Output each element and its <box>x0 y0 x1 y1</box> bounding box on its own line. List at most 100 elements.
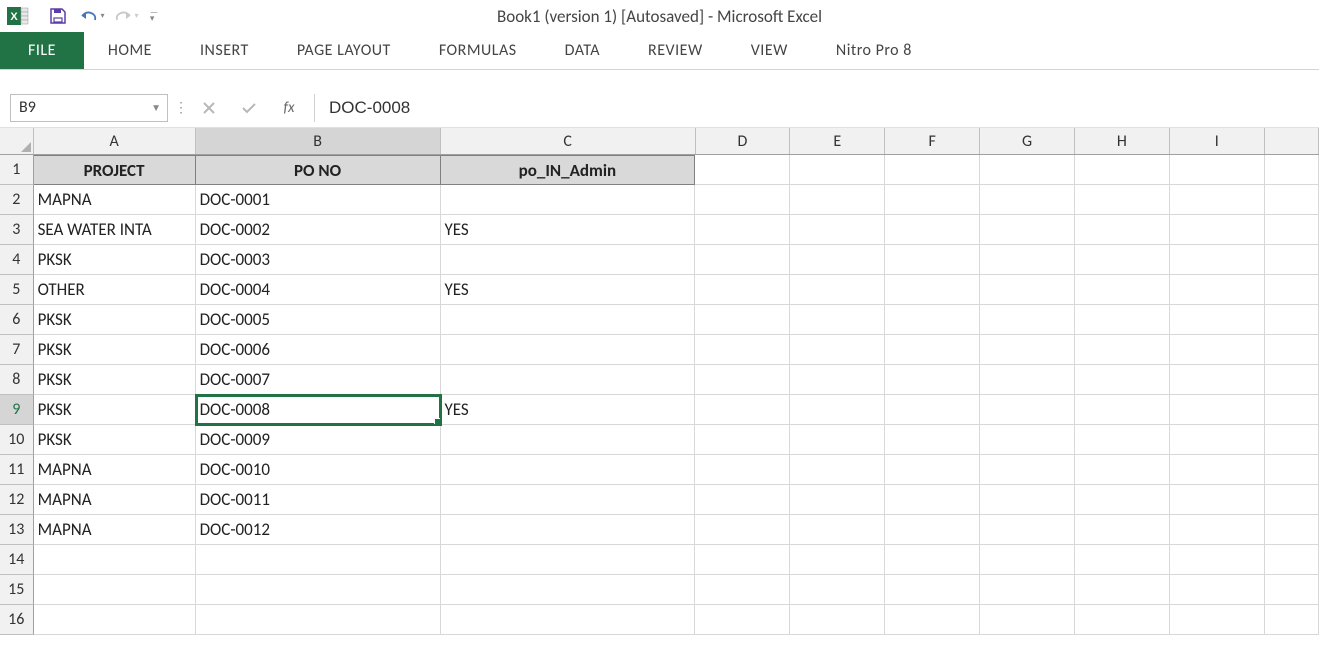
cell-F16[interactable] <box>885 605 980 635</box>
row-header[interactable]: 13 <box>0 515 34 545</box>
cell-E1[interactable] <box>790 155 885 185</box>
cell-C13[interactable] <box>441 515 696 545</box>
cell-G11[interactable] <box>980 455 1075 485</box>
cell-B10[interactable]: DOC-0009 <box>196 425 441 455</box>
cell-E2[interactable] <box>790 185 885 215</box>
cell-D6[interactable] <box>695 305 790 335</box>
tab-nitro-pro[interactable]: Nitro Pro 8 <box>812 32 936 69</box>
cell-A3[interactable]: SEA WATER INTA <box>34 215 196 245</box>
row-header[interactable]: 1 <box>0 155 34 185</box>
cell-H12[interactable] <box>1075 485 1170 515</box>
cell-C5[interactable]: YES <box>441 275 696 305</box>
cell-H4[interactable] <box>1075 245 1170 275</box>
cell-G5[interactable] <box>980 275 1075 305</box>
cell-B9[interactable]: DOC-0008 <box>196 395 441 425</box>
cell-B14[interactable] <box>196 545 441 575</box>
cell-A9[interactable]: PKSK <box>34 395 196 425</box>
cell-A12[interactable]: MAPNA <box>34 485 196 515</box>
cell-D2[interactable] <box>695 185 790 215</box>
cell-I7[interactable] <box>1170 335 1265 365</box>
tab-file[interactable]: FILE <box>0 32 84 69</box>
tab-data[interactable]: DATA <box>541 32 624 69</box>
row-header[interactable]: 11 <box>0 455 34 485</box>
cell-extra[interactable] <box>1265 455 1319 485</box>
cell-E16[interactable] <box>790 605 885 635</box>
cell-G13[interactable] <box>980 515 1075 545</box>
col-header-E[interactable]: E <box>790 128 885 154</box>
cell-E4[interactable] <box>790 245 885 275</box>
cell-A15[interactable] <box>34 575 196 605</box>
cell-I5[interactable] <box>1170 275 1265 305</box>
cell-F10[interactable] <box>885 425 980 455</box>
cell-G16[interactable] <box>980 605 1075 635</box>
cell-A2[interactable]: MAPNA <box>34 185 196 215</box>
row-header[interactable]: 3 <box>0 215 34 245</box>
col-header-F[interactable]: F <box>885 128 980 154</box>
row-header[interactable]: 5 <box>0 275 34 305</box>
cell-B15[interactable] <box>196 575 441 605</box>
cell-I3[interactable] <box>1170 215 1265 245</box>
cell-C15[interactable] <box>441 575 696 605</box>
cell-C9[interactable]: YES <box>441 395 696 425</box>
cell-G2[interactable] <box>980 185 1075 215</box>
cell-D16[interactable] <box>695 605 790 635</box>
cell-A16[interactable] <box>34 605 196 635</box>
cell-F4[interactable] <box>885 245 980 275</box>
col-header-I[interactable]: I <box>1170 128 1265 154</box>
cell-B8[interactable]: DOC-0007 <box>196 365 441 395</box>
cell-F12[interactable] <box>885 485 980 515</box>
cell-A5[interactable]: OTHER <box>34 275 196 305</box>
cell-G4[interactable] <box>980 245 1075 275</box>
cell-H8[interactable] <box>1075 365 1170 395</box>
tab-review[interactable]: REVIEW <box>624 32 727 69</box>
cell-D9[interactable] <box>695 395 790 425</box>
cell-A8[interactable]: PKSK <box>34 365 196 395</box>
cell-F15[interactable] <box>885 575 980 605</box>
cell-C3[interactable]: YES <box>441 215 696 245</box>
cell-B3[interactable]: DOC-0002 <box>196 215 441 245</box>
cell-C11[interactable] <box>441 455 696 485</box>
customize-qat-button[interactable]: —▾ <box>144 2 164 30</box>
col-header-extra[interactable] <box>1265 128 1319 154</box>
tab-page-layout[interactable]: PAGE LAYOUT <box>273 32 415 69</box>
cell-D5[interactable] <box>695 275 790 305</box>
row-header[interactable]: 4 <box>0 245 34 275</box>
col-header-A[interactable]: A <box>34 128 196 154</box>
cell-H7[interactable] <box>1075 335 1170 365</box>
chevron-down-icon[interactable]: ▼ <box>151 101 161 114</box>
cell-G14[interactable] <box>980 545 1075 575</box>
cell-extra[interactable] <box>1265 305 1319 335</box>
cell-C1[interactable]: po_IN_Admin <box>441 155 696 185</box>
cell-C4[interactable] <box>441 245 696 275</box>
cell-I4[interactable] <box>1170 245 1265 275</box>
fx-label[interactable]: fx <box>274 99 304 117</box>
cell-C10[interactable] <box>441 425 696 455</box>
cell-E13[interactable] <box>790 515 885 545</box>
cell-H10[interactable] <box>1075 425 1170 455</box>
save-button[interactable] <box>42 2 74 30</box>
enter-formula-button[interactable] <box>234 96 264 120</box>
cell-F11[interactable] <box>885 455 980 485</box>
cell-G3[interactable] <box>980 215 1075 245</box>
cell-extra[interactable] <box>1265 485 1319 515</box>
cell-G12[interactable] <box>980 485 1075 515</box>
row-header[interactable]: 6 <box>0 305 34 335</box>
cell-F1[interactable] <box>885 155 980 185</box>
undo-button[interactable]: ▾ <box>76 2 108 30</box>
col-header-G[interactable]: G <box>980 128 1075 154</box>
cell-E15[interactable] <box>790 575 885 605</box>
cancel-formula-button[interactable] <box>194 96 224 120</box>
cell-H13[interactable] <box>1075 515 1170 545</box>
cell-I11[interactable] <box>1170 455 1265 485</box>
cell-A13[interactable]: MAPNA <box>34 515 196 545</box>
row-header[interactable]: 15 <box>0 575 34 605</box>
row-header[interactable]: 12 <box>0 485 34 515</box>
cell-F7[interactable] <box>885 335 980 365</box>
cell-B2[interactable]: DOC-0001 <box>196 185 441 215</box>
cell-I15[interactable] <box>1170 575 1265 605</box>
cell-I10[interactable] <box>1170 425 1265 455</box>
cell-F3[interactable] <box>885 215 980 245</box>
cell-E3[interactable] <box>790 215 885 245</box>
cell-I2[interactable] <box>1170 185 1265 215</box>
cell-extra[interactable] <box>1265 245 1319 275</box>
